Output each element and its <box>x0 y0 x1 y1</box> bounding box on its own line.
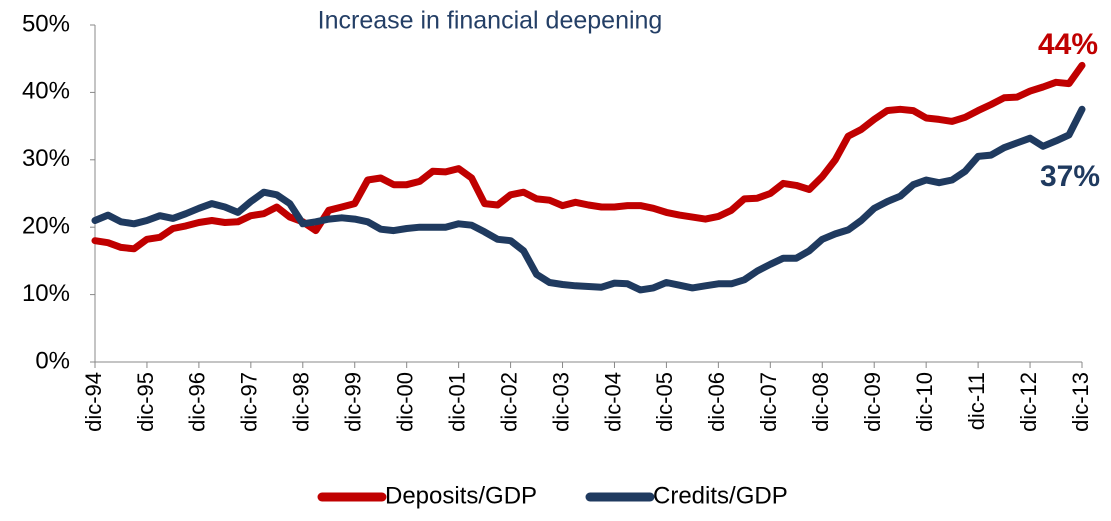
y-tick-label: 0% <box>35 347 70 374</box>
x-tick-label: dic-08 <box>808 372 833 432</box>
line-series <box>91 61 1086 253</box>
x-tick-label: dic-09 <box>860 372 885 432</box>
x-tick-label: dic-94 <box>81 372 106 432</box>
chart-title: Increase in financial deepening <box>318 7 663 35</box>
x-tick-label: dic-12 <box>1016 372 1041 432</box>
annotation: 37% <box>1040 160 1100 193</box>
x-tick-label: dic-95 <box>133 372 158 432</box>
x-tick-label: dic-13 <box>1068 372 1093 432</box>
x-tick-label: dic-07 <box>756 372 781 432</box>
x-tick-label: dic-97 <box>237 372 262 432</box>
x-tick-label: dic-02 <box>496 372 521 432</box>
legend-label: Deposits/GDP <box>385 482 537 509</box>
x-tick-label: dic-11 <box>964 372 989 430</box>
legend-item: Deposits/GDP <box>317 482 537 509</box>
y-tick-label: 20% <box>22 213 70 240</box>
x-tick-label: dic-06 <box>704 372 729 432</box>
y-tick-label: 30% <box>22 145 70 172</box>
y-tick-label: 40% <box>22 78 70 105</box>
y-tick-label: 50% <box>22 10 70 37</box>
x-tick-label: dic-96 <box>185 372 210 432</box>
x-tick-label: dic-01 <box>444 372 469 432</box>
legend-item: Credits/GDP <box>585 482 788 509</box>
legend-label: Credits/GDP <box>653 482 788 509</box>
x-tick-label: dic-05 <box>652 372 677 432</box>
y-tick-label: 10% <box>22 280 70 307</box>
x-tick-label: dic-03 <box>548 372 573 432</box>
annotation: 44% <box>1038 28 1098 61</box>
x-tick-label: dic-99 <box>341 372 366 432</box>
line-series <box>91 105 1086 294</box>
x-tick-label: dic-04 <box>600 372 625 432</box>
x-tick-label: dic-00 <box>392 372 417 432</box>
x-tick-label: dic-98 <box>289 372 314 432</box>
x-tick-label: dic-10 <box>912 372 937 432</box>
